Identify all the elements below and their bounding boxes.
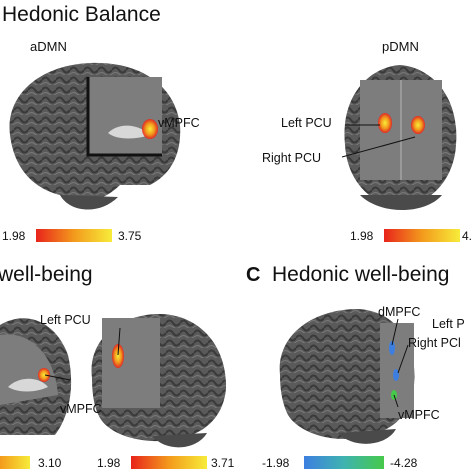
- vmpfc-activation-blob: [142, 119, 158, 139]
- label-right-pcu-top: Right PCU: [262, 151, 322, 165]
- right-pcu-activation-blob: [411, 116, 425, 134]
- view-label-admn: aDMN: [30, 39, 67, 54]
- pointer-lines-c: [391, 318, 409, 408]
- label-vmpfc-b: vMPFC: [60, 402, 102, 416]
- colorbar-b-left: [0, 456, 30, 469]
- label-right-pc-c: Right PCl: [408, 336, 461, 350]
- pointer-lines-b: [44, 327, 121, 381]
- scale-max-top-right: 4.: [462, 229, 473, 243]
- left-pcu-activation-blob-b: [112, 344, 124, 368]
- brain-pdmn-posterior: [344, 65, 457, 210]
- colorbar-top-right: [384, 229, 460, 242]
- view-label-pdmn: pDMN: [382, 39, 419, 54]
- brain-b-lateral: [91, 313, 227, 448]
- panel-title-b: well-being: [0, 263, 93, 286]
- label-dmpfc-c: dMPFC: [378, 305, 421, 319]
- scale-max-b-left: 3.10: [38, 456, 62, 470]
- brain-c-lateral: [279, 309, 415, 444]
- label-left-pcu-top: Left PCU: [281, 116, 332, 130]
- panel-letter-c: C: [246, 264, 261, 286]
- label-left-p-c: Left P: [432, 317, 465, 331]
- vmpfc-activation-blob-b: [38, 368, 50, 382]
- brain-admn-lateral: [9, 62, 181, 210]
- label-left-pcu-b: Left PCU: [40, 313, 91, 327]
- pointer-lines-top: [341, 124, 416, 158]
- scale-min-b-right: 1.98: [97, 456, 121, 470]
- left-pcu-activation-blob: [378, 113, 392, 133]
- colorbar-top-left: [36, 229, 112, 242]
- label-vmpfc-c: vMPFC: [398, 408, 440, 422]
- panel-title-c: Hedonic well-being: [272, 263, 450, 286]
- scale-min-c: -1.98: [262, 456, 290, 470]
- panel-title-hedonic-balance: Hedonic Balance: [2, 3, 161, 26]
- vmpfc-activation-blob-c: [391, 390, 397, 400]
- right-pcu-activation-blob-c: [393, 369, 399, 381]
- scale-max-b-right: 3.71: [211, 456, 235, 470]
- colorbar-c: [304, 456, 384, 469]
- scale-max-top-left: 3.75: [118, 229, 142, 243]
- dmpfc-activation-blob: [389, 341, 395, 355]
- brain-b-medial: [0, 318, 72, 435]
- label-vmpfc-top: vMPFC: [158, 116, 200, 130]
- scale-min-top-left: 1.98: [2, 229, 26, 243]
- scale-max-c: -4.28: [390, 456, 418, 470]
- scale-min-top-right: 1.98: [350, 229, 374, 243]
- colorbar-b-right: [131, 456, 207, 469]
